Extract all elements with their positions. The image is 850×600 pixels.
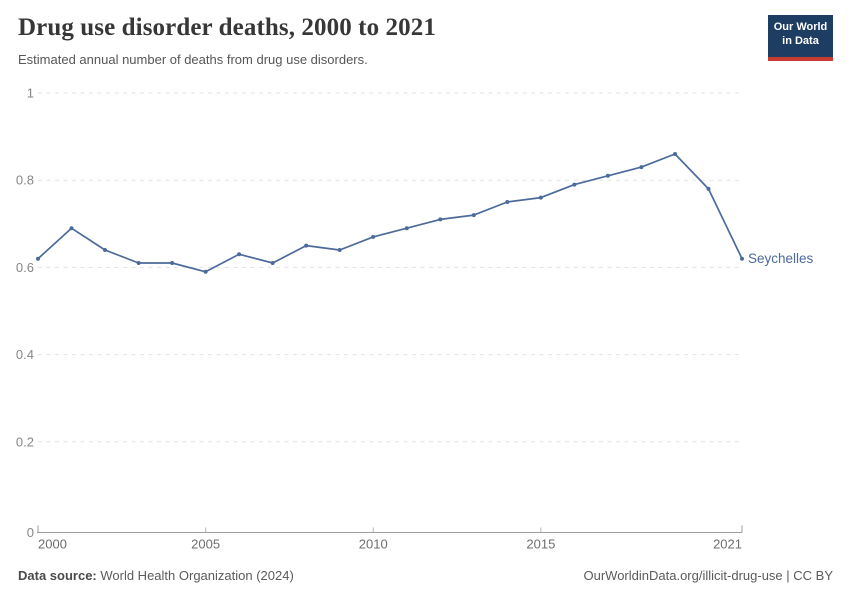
data-source-text: World Health Organization (2024) xyxy=(96,568,294,583)
data-point[interactable] xyxy=(505,200,510,204)
x-axis-tick-label: 2015 xyxy=(526,537,555,552)
data-point[interactable] xyxy=(270,261,275,265)
data-point[interactable] xyxy=(471,213,476,218)
owid-logo[interactable]: Our World in Data xyxy=(768,15,833,61)
license-link[interactable]: OurWorldinData.org/illicit-drug-use | CC… xyxy=(583,568,834,583)
data-point[interactable] xyxy=(371,234,376,239)
data-source-note: Data source: World Health Organization (… xyxy=(18,568,294,583)
y-axis-tick-label: 1 xyxy=(27,86,34,101)
x-axis-tick-label: 2005 xyxy=(191,537,220,552)
y-axis-tick-label: 0.8 xyxy=(16,173,34,188)
data-point[interactable] xyxy=(237,252,242,257)
y-axis-tick-label: 0 xyxy=(27,525,34,540)
owid-logo-line2: in Data xyxy=(782,35,819,48)
series-line[interactable] xyxy=(37,153,743,273)
x-axis-tick-label: 2010 xyxy=(359,537,388,552)
x-axis-tick-label: 2021 xyxy=(713,537,742,552)
data-point[interactable] xyxy=(538,195,543,200)
data-point[interactable] xyxy=(69,226,74,231)
data-point[interactable] xyxy=(170,261,175,265)
data-point[interactable] xyxy=(438,217,443,222)
data-point[interactable] xyxy=(136,261,141,265)
data-point[interactable] xyxy=(337,248,342,252)
owid-logo-line1: Our World xyxy=(773,21,828,33)
series-end-label[interactable]: Seychelles xyxy=(748,251,814,266)
data-point[interactable] xyxy=(404,226,409,231)
data-point[interactable] xyxy=(304,243,309,248)
y-axis-tick-label: 0.2 xyxy=(16,434,34,449)
chart-title: Drug use disorder deaths, 2000 to 2021 xyxy=(18,14,436,41)
data-point[interactable] xyxy=(103,248,107,252)
chart-subtitle: Estimated annual number of deaths from d… xyxy=(18,52,368,67)
chart-footer: Data source: World Health Organization (… xyxy=(18,568,833,583)
y-axis-tick-label: 0.4 xyxy=(16,347,34,362)
data-point[interactable] xyxy=(740,256,744,261)
data-point[interactable] xyxy=(706,186,711,191)
data-source-label: Data source: xyxy=(18,568,97,583)
data-point[interactable] xyxy=(673,152,677,156)
x-axis-tick-label: 2000 xyxy=(38,537,67,552)
data-point[interactable] xyxy=(605,173,610,178)
data-point[interactable] xyxy=(572,182,577,187)
data-point[interactable] xyxy=(203,269,208,274)
y-axis-tick-label: 0.6 xyxy=(16,260,34,275)
data-point[interactable] xyxy=(639,165,644,170)
data-point[interactable] xyxy=(36,256,40,261)
